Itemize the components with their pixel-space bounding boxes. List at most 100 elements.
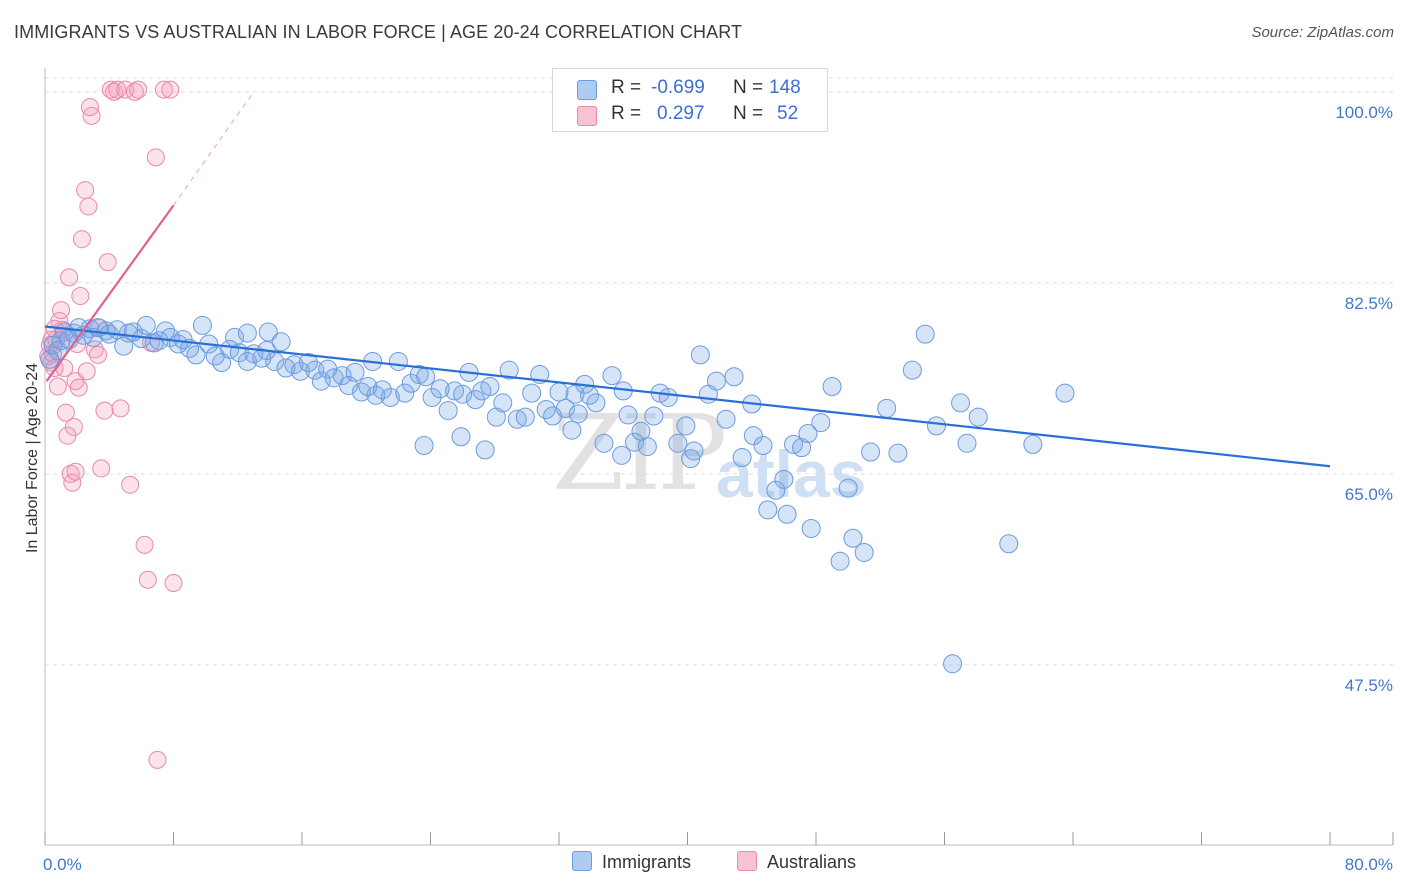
immigrants-point [388, 351, 408, 371]
australians-point [79, 197, 98, 216]
tick-labels: 47.5% 65.0% 82.5% 100.0% 0.0% 80.0% [43, 103, 1393, 874]
immigrants-point [594, 433, 614, 453]
y-tick-label: 65.0% [1345, 485, 1393, 504]
australians-point [146, 148, 165, 167]
immigrants-point [999, 534, 1019, 554]
immigrants-point [758, 500, 778, 520]
immigrants-point [716, 409, 736, 429]
immigrants-point [774, 469, 794, 489]
y-axis-label: In Labor Force | Age 20-24 [24, 363, 41, 553]
immigrants-point [684, 441, 704, 461]
immigrants-point [372, 380, 392, 400]
australians-point [98, 253, 117, 272]
australians-trend-line [45, 204, 175, 382]
immigrants-point [480, 377, 500, 397]
y-tick-label: 82.5% [1345, 294, 1393, 313]
immigrants-point [915, 324, 935, 344]
australians-point [63, 473, 82, 492]
australians-point [60, 268, 79, 287]
immigrants-point [568, 404, 588, 424]
australians-point [164, 574, 183, 593]
legend-row-immigrants: R = -0.699 N = 148 [553, 76, 827, 102]
australians-points [39, 80, 183, 769]
immigrants-point [753, 435, 773, 455]
immigrants-point [332, 366, 352, 386]
immigrants-point [1023, 434, 1043, 454]
legend-n-value-immigrants: 148 [769, 77, 801, 98]
immigrants-point [743, 426, 763, 446]
australians-point [129, 80, 148, 99]
immigrants-point [618, 405, 638, 425]
australians-point [85, 340, 104, 359]
bottom-legend-label-australians: Australians [767, 852, 857, 872]
australians-point [76, 181, 95, 200]
immigrants-point [430, 379, 450, 399]
legend-r-label: R = [611, 77, 642, 98]
immigrants-point [968, 407, 988, 427]
immigrants-point [438, 401, 458, 421]
australians-point [92, 459, 111, 478]
australians-point [52, 301, 71, 320]
australians-point [72, 230, 91, 249]
y-tick-label: 100.0% [1335, 103, 1393, 122]
source-label: Source: ZipAtlas.com [1251, 24, 1394, 41]
immigrants-point [777, 504, 797, 524]
immigrants-point [830, 551, 850, 571]
immigrants-point [351, 382, 371, 402]
australians-point [66, 462, 85, 481]
immigrants-point [926, 416, 946, 436]
immigrants-point [668, 433, 688, 453]
australians-point [154, 80, 173, 99]
immigrants-point [676, 416, 696, 436]
immigrants-point [515, 407, 535, 427]
bottom-legend-label-immigrants: Immigrants [602, 852, 692, 872]
grid-lines [45, 77, 1393, 666]
australians-point [71, 286, 90, 305]
legend-row-australians: R = 0.297 N = 52 [553, 102, 827, 128]
immigrants-point [192, 315, 212, 335]
chart-title: IMMIGRANTS VS AUSTRALIAN IN LABOR FORCE … [14, 22, 743, 42]
immigrants-point [843, 528, 863, 548]
australians-point [148, 750, 167, 769]
immigrants-point [612, 445, 632, 465]
immigrants-point [475, 440, 495, 460]
legend-n-label: N = [733, 77, 764, 98]
immigrants-point [366, 385, 386, 405]
immigrants-point [136, 315, 156, 335]
immigrants-point [681, 449, 701, 469]
legend-swatch-immigrants [577, 80, 597, 100]
immigrants-point [957, 433, 977, 453]
australians-point [125, 82, 144, 101]
immigrants-point [798, 423, 818, 443]
immigrants-point [902, 360, 922, 380]
immigrants-point [792, 438, 812, 458]
immigrants-point [644, 406, 664, 426]
immigrants-point [943, 654, 963, 674]
immigrants-point [237, 323, 257, 343]
immigrants-point [562, 420, 582, 440]
australians-point [161, 80, 180, 99]
immigrants-point [453, 384, 473, 404]
australians-point [138, 570, 157, 589]
immigrants-point [637, 437, 657, 457]
immigrants-point [861, 442, 881, 462]
x-tick-label: 80.0% [1345, 855, 1393, 874]
immigrants-point [380, 387, 400, 407]
immigrants-point [414, 435, 434, 455]
australians-point [121, 475, 140, 494]
immigrants-point [549, 382, 569, 402]
australians-point [77, 362, 96, 381]
immigrants-point [416, 367, 436, 387]
australians-point [135, 535, 154, 554]
immigrants-point [1055, 383, 1075, 403]
immigrants-trend-line [44, 325, 1331, 468]
immigrants-point [602, 366, 622, 386]
bottom-legend-swatch-immigrants [572, 851, 592, 871]
trend-lines [44, 91, 1331, 468]
immigrants-point [311, 371, 331, 391]
legend-n-value-australians: 52 [777, 103, 799, 124]
immigrants-point [801, 518, 821, 538]
immigrants-point [838, 478, 858, 498]
immigrants-point [451, 427, 471, 447]
